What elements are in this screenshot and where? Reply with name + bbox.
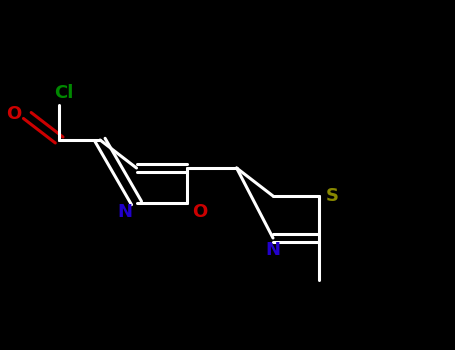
Text: N: N (266, 241, 280, 259)
Text: S: S (326, 187, 339, 205)
Text: Cl: Cl (54, 84, 73, 102)
Text: O: O (6, 105, 21, 123)
Text: O: O (192, 203, 208, 221)
Text: N: N (118, 203, 132, 221)
